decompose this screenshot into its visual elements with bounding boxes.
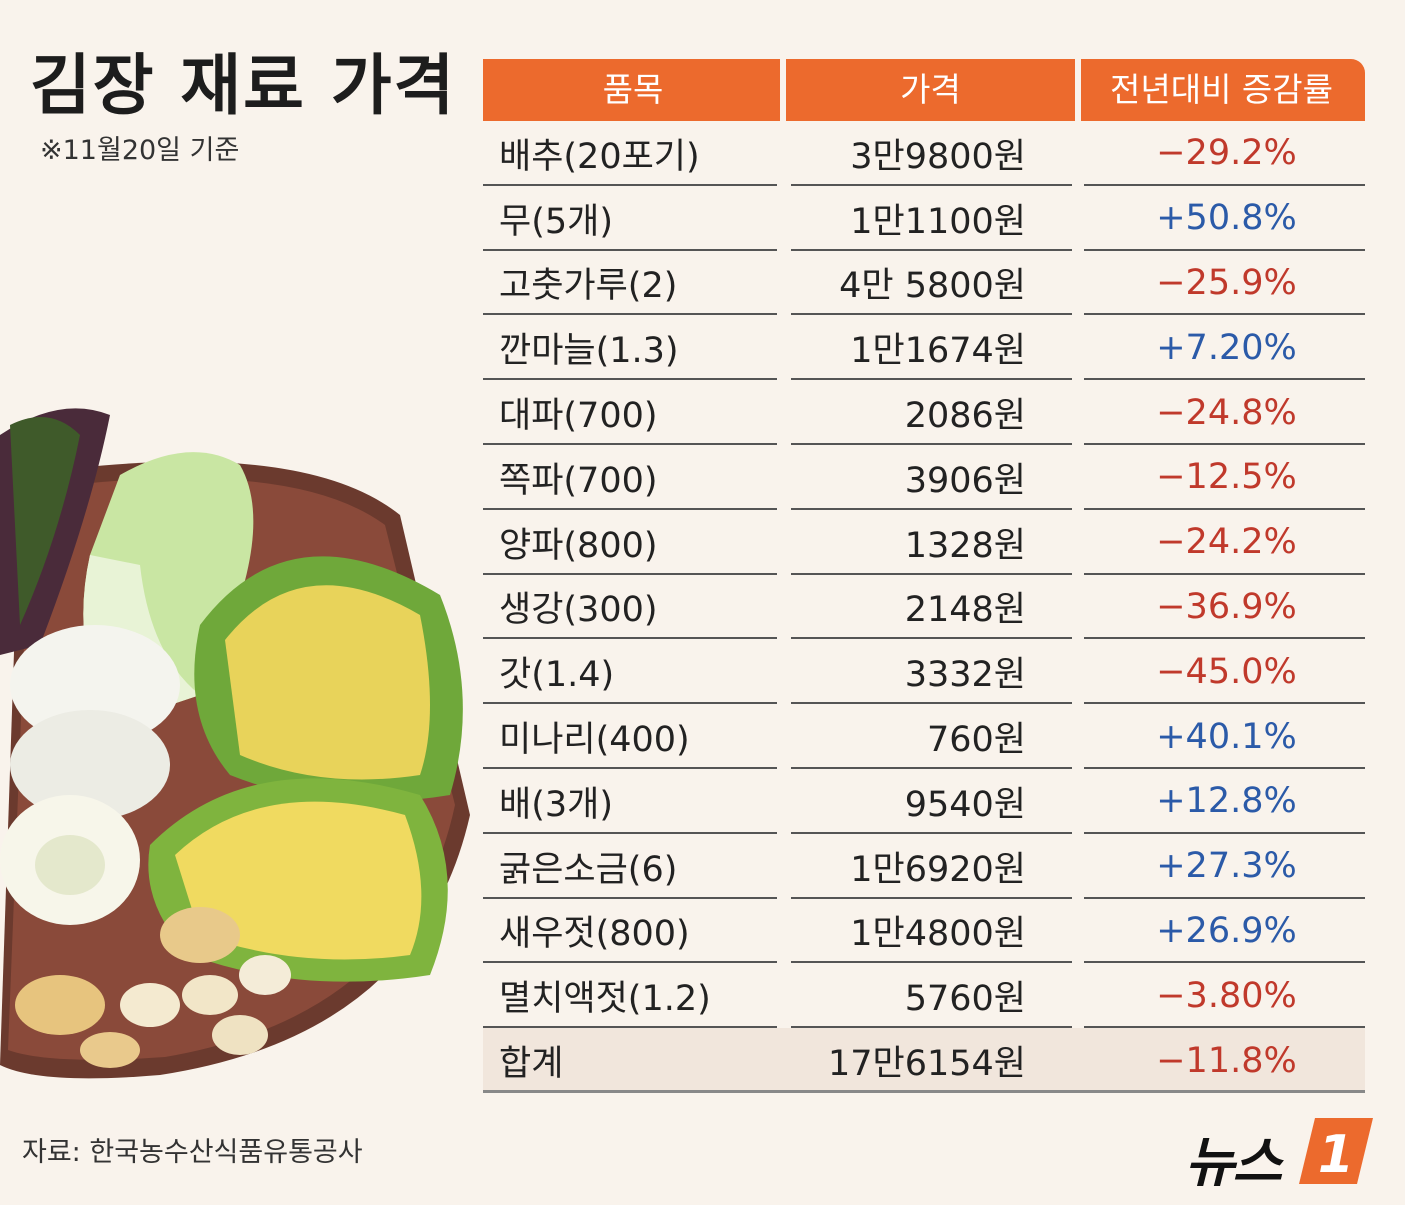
change-cell: −29.2% [1078, 121, 1365, 186]
table-row: 고춧가루(2) 4만 5800원 −25.9% [483, 251, 1365, 316]
price-cell: 760원 [783, 704, 1078, 769]
item-cell: 무(5개) [483, 186, 783, 251]
price-cell: 1만1100원 [783, 186, 1078, 251]
table-row: 갓(1.4) 3332원 −45.0% [483, 639, 1365, 704]
change-cell: −25.9% [1078, 251, 1365, 316]
price-cell: 5760원 [783, 963, 1078, 1028]
item-cell: 생강(300) [483, 575, 783, 640]
item-cell: 배추(20포기) [483, 121, 783, 186]
logo-text: 뉴스 [1185, 1131, 1282, 1194]
change-cell: +40.1% [1078, 704, 1365, 769]
price-cell: 1328원 [783, 510, 1078, 575]
change-cell: −24.2% [1078, 510, 1365, 575]
table-row: 쪽파(700) 3906원 −12.5% [483, 445, 1365, 510]
table-row: 배(3개) 9540원 +12.8% [483, 769, 1365, 834]
table-row: 새우젓(800) 1만4800원 +26.9% [483, 899, 1365, 964]
change-cell: +26.9% [1078, 899, 1365, 964]
change-cell: +7.20% [1078, 315, 1365, 380]
price-cell: 3906원 [783, 445, 1078, 510]
item-cell: 미나리(400) [483, 704, 783, 769]
table-row: 멸치액젓(1.2) 5760원 −3.80% [483, 963, 1365, 1028]
kimchi-vegetables-bowl-icon [0, 408, 470, 1079]
price-cell: 3만9800원 [783, 121, 1078, 186]
news1-logo: 뉴스 1 [1185, 1112, 1385, 1194]
change-cell: −12.5% [1078, 445, 1365, 510]
change-cell: +27.3% [1078, 834, 1365, 899]
change-cell: −45.0% [1078, 639, 1365, 704]
column-header-price: 가격 [780, 59, 1078, 121]
price-cell: 4만 5800원 [783, 251, 1078, 316]
change-cell: +12.8% [1078, 769, 1365, 834]
logo-badge-text: 1 [1318, 1125, 1354, 1185]
change-cell: +50.8% [1078, 186, 1365, 251]
table-body: 배추(20포기) 3만9800원 −29.2% 무(5개) 1만1100원 +50.8% 고… [483, 121, 1365, 1093]
item-cell: 쪽파(700) [483, 445, 783, 510]
item-cell: 합계 [483, 1028, 783, 1093]
price-cell: 1만4800원 [783, 899, 1078, 964]
price-cell: 2086원 [783, 380, 1078, 445]
price-cell: 3332원 [783, 639, 1078, 704]
item-cell: 새우젓(800) [483, 899, 783, 964]
price-cell: 17만6154원 [783, 1028, 1078, 1093]
logo-badge-icon: 1 [1299, 1118, 1373, 1185]
table-row: 깐마늘(1.3) 1만1674원 +7.20% [483, 315, 1365, 380]
price-cell: 9540원 [783, 769, 1078, 834]
page-title: 김장 재료 가격 [30, 47, 457, 124]
item-cell: 배(3개) [483, 769, 783, 834]
column-header-item: 품목 [602, 70, 664, 109]
table-row: 미나리(400) 760원 +40.1% [483, 704, 1365, 769]
item-cell: 굵은소금(6) [483, 834, 783, 899]
table-row: 생강(300) 2148원 −36.9% [483, 575, 1365, 640]
change-cell: −36.9% [1078, 575, 1365, 640]
table-row: 무(5개) 1만1100원 +50.8% [483, 186, 1365, 251]
item-cell: 고춧가루(2) [483, 251, 783, 316]
change-cell: −24.8% [1078, 380, 1365, 445]
price-cell: 1만6920원 [783, 834, 1078, 899]
item-cell: 갓(1.4) [483, 639, 783, 704]
table-row: 굵은소금(6) 1만6920원 +27.3% [483, 834, 1365, 899]
item-cell: 멸치액젓(1.2) [483, 963, 783, 1028]
date-note: ※11월20일 기준 [40, 135, 240, 166]
table-row: 양파(800) 1328원 −24.2% [483, 510, 1365, 575]
item-cell: 양파(800) [483, 510, 783, 575]
price-table: 품목 가격 전년대비 증감률 배추(20포기) 3만9800원 −29.2% 무(5개… [483, 59, 1365, 1093]
change-cell: −3.80% [1078, 963, 1365, 1028]
table-header: 품목 가격 전년대비 증감률 [483, 59, 1365, 121]
column-header-change: 전년대비 증감률 [1075, 59, 1365, 121]
price-cell: 1만1674원 [783, 315, 1078, 380]
item-cell: 대파(700) [483, 380, 783, 445]
change-cell: −11.8% [1078, 1028, 1365, 1093]
source-note: 자료: 한국농수산식품유통공사 [22, 1137, 363, 1168]
total-row: 합계 17만6154원 −11.8% [483, 1028, 1365, 1093]
table-row: 배추(20포기) 3만9800원 −29.2% [483, 121, 1365, 186]
price-cell: 2148원 [783, 575, 1078, 640]
table-row: 대파(700) 2086원 −24.8% [483, 380, 1365, 445]
item-cell: 깐마늘(1.3) [483, 315, 783, 380]
